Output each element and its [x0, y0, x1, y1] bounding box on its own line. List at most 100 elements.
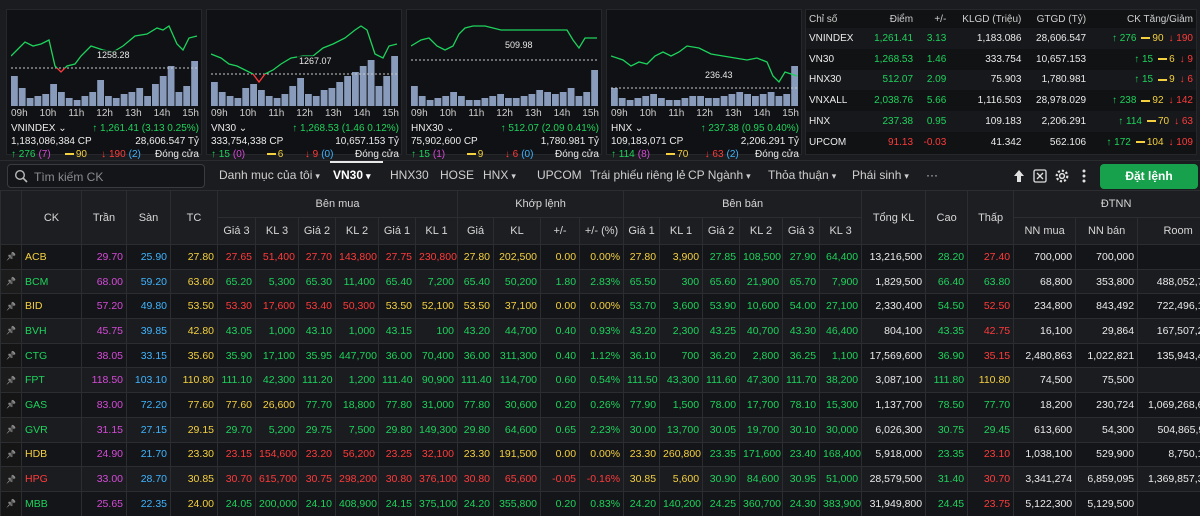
- price-cell[interactable]: 111.80: [925, 367, 969, 394]
- price-cell[interactable]: 353,800: [1075, 268, 1139, 295]
- price-cell[interactable]: 45.75: [81, 318, 127, 344]
- price-cell[interactable]: 24.20: [623, 490, 661, 516]
- price-cell[interactable]: 30,000: [819, 416, 863, 443]
- tab-vn30[interactable]: VN30 ▾: [333, 168, 371, 182]
- price-cell[interactable]: 63.60: [170, 268, 218, 295]
- table-row[interactable]: 📌 BCM 68.00 59.20 63.60 65.20 5,300 65.30 11,400…: [0, 268, 1200, 295]
- subheader-cell[interactable]: KL: [493, 217, 542, 245]
- subheader-cell[interactable]: KL 3: [819, 217, 863, 245]
- price-cell[interactable]: 0.00%: [579, 244, 625, 270]
- price-cell[interactable]: 1.12%: [579, 342, 625, 369]
- price-cell[interactable]: 2,330,400: [861, 293, 927, 320]
- price-cell[interactable]: 168,400: [819, 441, 863, 468]
- price-cell[interactable]: 27.75: [378, 244, 416, 270]
- price-cell[interactable]: 25.90: [126, 244, 171, 270]
- header-ck[interactable]: CK: [21, 190, 82, 245]
- price-cell[interactable]: 42.80: [170, 318, 218, 344]
- price-cell[interactable]: 234,800: [1013, 293, 1077, 320]
- price-cell[interactable]: 36.10: [623, 342, 661, 369]
- symbol-cell[interactable]: BCM: [21, 268, 82, 295]
- price-cell[interactable]: 66.40: [925, 268, 969, 295]
- price-cell[interactable]: 6,859,095: [1075, 466, 1139, 492]
- index-card-vnindex[interactable]: 1258.28 09h 10h 11h 12h 13h 14h 15h VNINDEX ⌄ ↑ 1…: [6, 9, 202, 160]
- price-cell[interactable]: 1,069,268,610: [1137, 392, 1200, 418]
- subheader-cell[interactable]: KL 3: [255, 217, 299, 245]
- price-cell[interactable]: 27.65: [217, 244, 256, 270]
- symbol-cell[interactable]: FPT: [21, 367, 82, 394]
- price-cell[interactable]: 8,750,191: [1137, 441, 1200, 468]
- price-cell[interactable]: 65.40: [457, 268, 495, 295]
- price-cell[interactable]: 65.70: [782, 268, 821, 295]
- index-row-vnxall[interactable]: VNXALL 2,038.76 5.66 1,116.503 28,978.029 ↑ 2…: [806, 90, 1196, 111]
- price-cell[interactable]: 6,026,300: [861, 416, 927, 443]
- table-row[interactable]: 📌 BVH 45.75 39.85 42.80 43.05 1,000 43.10 1,000 4…: [0, 318, 1200, 344]
- index-header-cell[interactable]: +/-: [934, 13, 947, 25]
- index-row-upcom[interactable]: UPCOM 91.13 -0.03 41.342 562.106 ↑ 172 104 ↓ 10…: [806, 132, 1196, 153]
- header-floor[interactable]: Sàn: [126, 190, 171, 245]
- price-cell[interactable]: 35.60: [170, 342, 218, 369]
- price-cell[interactable]: 111.10: [217, 367, 256, 394]
- price-cell[interactable]: 77.70: [298, 392, 336, 418]
- price-cell[interactable]: 43.20: [457, 318, 495, 344]
- price-cell[interactable]: 28,579,500: [861, 466, 927, 492]
- price-cell[interactable]: 53.50: [170, 293, 218, 320]
- price-cell[interactable]: 0.00%: [579, 293, 625, 320]
- tab-hnx[interactable]: HNX ▾: [483, 168, 516, 182]
- price-cell[interactable]: 78.50: [925, 392, 969, 418]
- price-cell[interactable]: 0.40: [540, 342, 581, 369]
- subheader-cell[interactable]: KL 2: [739, 217, 784, 245]
- price-cell[interactable]: 135,943,424: [1137, 342, 1200, 369]
- pin-icon[interactable]: 📌: [0, 244, 22, 270]
- price-cell[interactable]: 140,200: [659, 490, 704, 516]
- pin-icon[interactable]: 📌: [0, 367, 22, 394]
- price-cell[interactable]: 1,829,500: [861, 268, 927, 295]
- price-cell[interactable]: 0.54%: [579, 367, 625, 394]
- price-cell[interactable]: 23.35: [925, 441, 969, 468]
- price-cell[interactable]: 11,400: [335, 268, 379, 295]
- table-row[interactable]: 📌 MBB 25.65 22.35 24.00 24.05 200,000 24.10 408,…: [0, 490, 1200, 516]
- price-cell[interactable]: 5,300: [255, 268, 299, 295]
- price-cell[interactable]: 18,200: [1013, 392, 1077, 418]
- price-cell[interactable]: 200,000: [255, 490, 299, 516]
- price-cell[interactable]: 28.20: [925, 244, 969, 270]
- subheader-cell[interactable]: Giá 3: [782, 217, 821, 245]
- price-cell[interactable]: 202,500: [493, 244, 542, 270]
- price-cell[interactable]: 110.80: [170, 367, 218, 394]
- index-card-vn30[interactable]: 1267.07 09h 10h 11h 12h 13h 14h 15h VN30 ⌄ ↑ 1,26…: [206, 9, 402, 160]
- price-cell[interactable]: 26,600: [255, 392, 299, 418]
- index-card-hnx[interactable]: 236.43 09h 10h 11h 12h 13h 14h 15h HNX ⌄ ↑ 237.38…: [606, 9, 802, 160]
- pin-icon[interactable]: 📌: [0, 466, 22, 492]
- price-cell[interactable]: 43.30: [782, 318, 821, 344]
- subheader-cell[interactable]: KL 1: [414, 217, 459, 245]
- tab-th-a-thu-n[interactable]: Thỏa thuận ▾: [768, 168, 836, 182]
- price-cell[interactable]: 100: [414, 318, 459, 344]
- stock-search[interactable]: [7, 164, 205, 188]
- price-cell[interactable]: 260,800: [659, 441, 704, 468]
- price-cell[interactable]: 0.93%: [579, 318, 625, 344]
- price-cell[interactable]: 25.65: [81, 490, 127, 516]
- price-cell[interactable]: 31.40: [925, 466, 969, 492]
- price-cell[interactable]: 84,600: [739, 466, 784, 492]
- header-high[interactable]: Cao: [925, 190, 969, 245]
- price-cell[interactable]: 24.25: [702, 490, 741, 516]
- price-cell[interactable]: 700,000: [1013, 244, 1077, 270]
- header-reference[interactable]: TC: [170, 190, 218, 245]
- price-cell[interactable]: 77.80: [378, 392, 416, 418]
- price-cell[interactable]: 35.95: [298, 342, 336, 369]
- symbol-cell[interactable]: CTG: [21, 342, 82, 369]
- price-cell[interactable]: 53.70: [623, 293, 661, 320]
- subheader-cell[interactable]: KL 2: [335, 217, 379, 245]
- pin-icon[interactable]: 📌: [0, 293, 22, 320]
- price-cell[interactable]: 2,800: [739, 342, 784, 369]
- pin-icon[interactable]: 📌: [0, 441, 22, 468]
- price-cell[interactable]: 7,500: [335, 416, 379, 443]
- symbol-cell[interactable]: BID: [21, 293, 82, 320]
- price-cell[interactable]: 64,600: [493, 416, 542, 443]
- price-cell[interactable]: 3,341,274: [1013, 466, 1077, 492]
- index-header-cell[interactable]: GTGD (Tỷ): [1036, 13, 1087, 25]
- price-cell[interactable]: 17,569,600: [861, 342, 927, 369]
- price-cell[interactable]: 36.00: [457, 342, 495, 369]
- price-cell[interactable]: 23.30: [623, 441, 661, 468]
- price-cell[interactable]: 24.10: [298, 490, 336, 516]
- index-name[interactable]: VN30 ⌄: [211, 123, 247, 134]
